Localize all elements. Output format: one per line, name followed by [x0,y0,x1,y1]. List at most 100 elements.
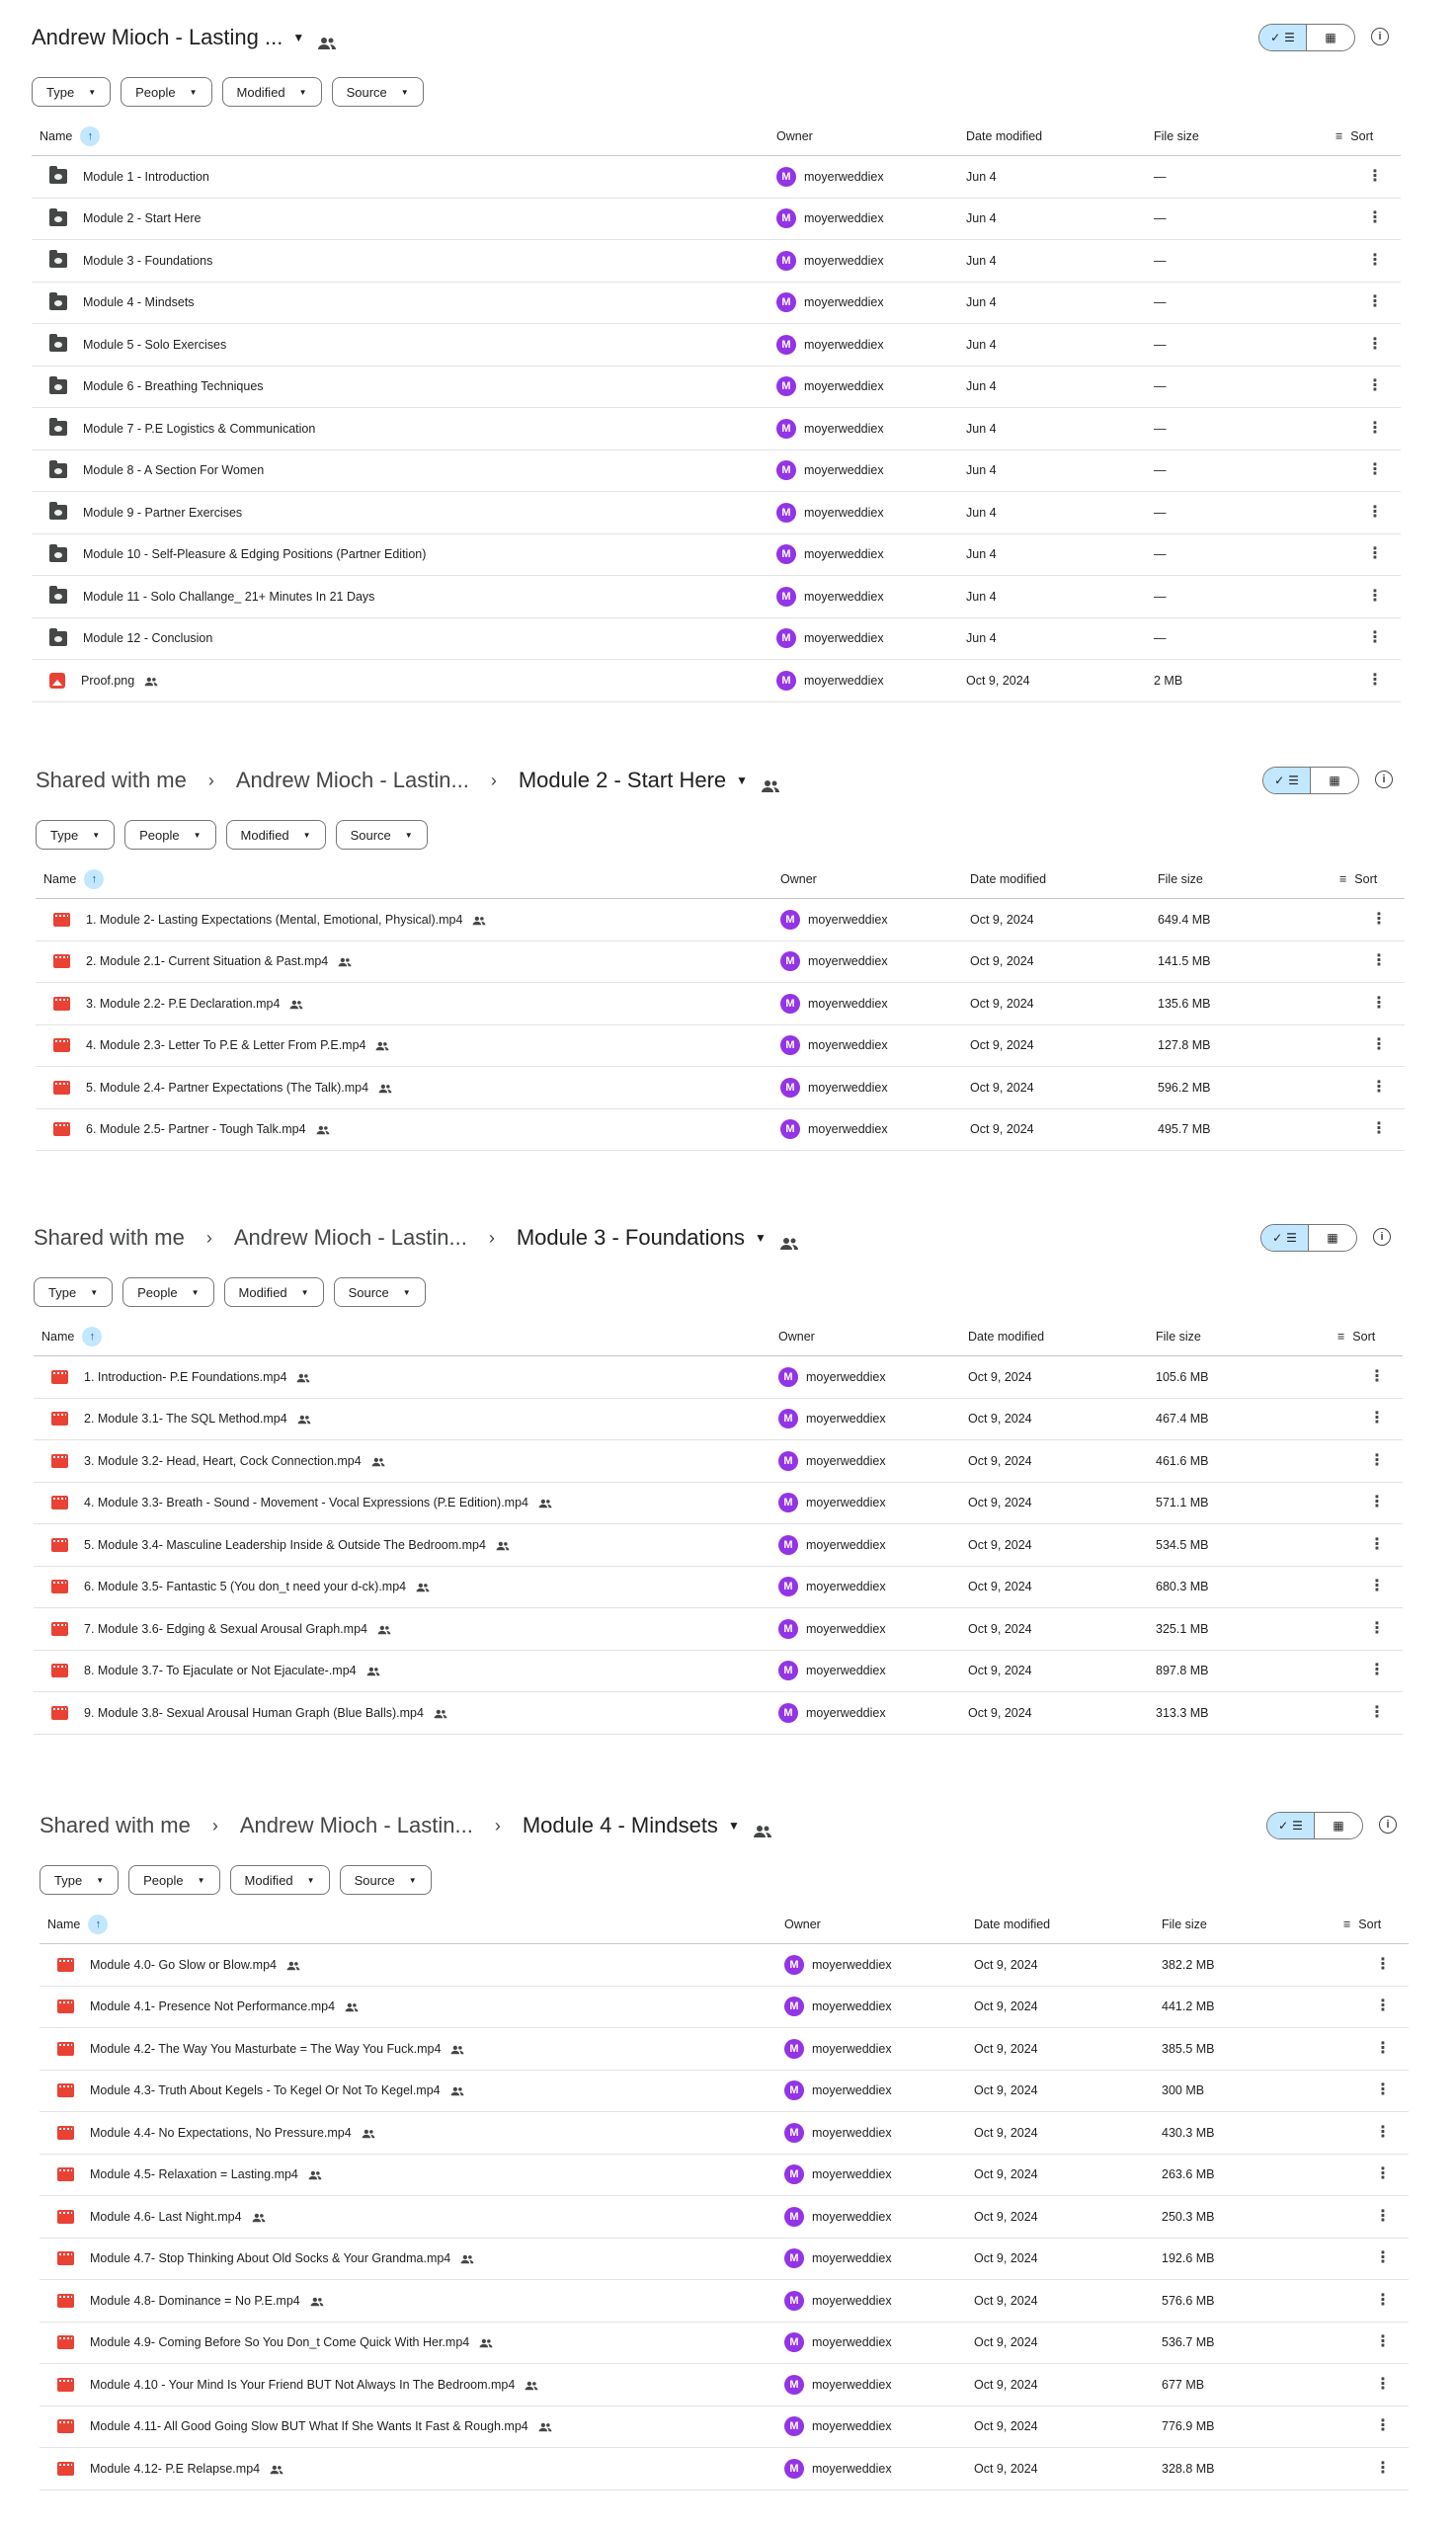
more-actions-icon[interactable]: ⋮ [1367,671,1383,689]
file-name[interactable]: 2. Module 2.1- Current Situation & Past.… [86,954,329,969]
column-name-header[interactable]: Name ↑ [47,1914,109,1934]
column-size-header[interactable]: File size [1158,871,1203,886]
column-name-header[interactable]: Name ↑ [43,868,105,889]
column-size-header[interactable]: File size [1156,1329,1201,1344]
table-row[interactable]: Module 11 - Solo Challange_ 21+ Minutes … [32,576,1401,618]
filter-chip-modified[interactable]: Modified ▼ [229,1865,330,1895]
file-name[interactable]: 6. Module 3.5- Fantastic 5 (You don_t ne… [84,1580,407,1594]
more-actions-icon[interactable]: ⋮ [1371,952,1387,970]
filter-chip-type[interactable]: Type ▼ [32,77,112,107]
file-name[interactable]: Module 1 - Introduction [83,169,209,184]
more-actions-icon[interactable]: ⋮ [1369,1619,1385,1637]
info-icon[interactable]: i [1371,28,1389,45]
column-size-header[interactable]: File size [1162,1917,1207,1931]
file-name[interactable]: Module 4.12- P.E Relapse.mp4 [90,2461,261,2476]
more-actions-icon[interactable]: ⋮ [1367,545,1383,563]
more-actions-icon[interactable]: ⋮ [1371,994,1387,1012]
current-folder-title[interactable]: Module 3 - Foundations [516,1225,745,1250]
more-actions-icon[interactable]: ⋮ [1375,1955,1391,1973]
file-name[interactable]: Module 2 - Start Here [83,211,202,226]
file-name[interactable]: 7. Module 3.6- Edging & Sexual Arousal G… [84,1621,367,1636]
file-name[interactable]: Module 8 - A Section For Women [83,463,265,478]
more-actions-icon[interactable]: ⋮ [1371,1078,1387,1096]
file-name[interactable]: Module 10 - Self-Pleasure & Edging Posit… [83,547,427,562]
more-actions-icon[interactable]: ⋮ [1369,1535,1385,1553]
table-row[interactable]: Module 7 - P.E Logistics & Communication… [32,408,1401,450]
more-actions-icon[interactable]: ⋮ [1375,2207,1391,2225]
file-name[interactable]: Module 3 - Foundations [83,253,213,268]
grid-view-button[interactable]: ▦ [1311,768,1358,793]
column-date-header[interactable]: Date modified [974,1917,1051,1931]
sort-button[interactable]: ≡ Sort [1339,872,1377,886]
table-row[interactable]: 5. Module 2.4- Partner Expectations (The… [36,1067,1405,1109]
more-actions-icon[interactable]: ⋮ [1369,1494,1385,1511]
column-date-header[interactable]: Date modified [966,128,1043,143]
breadcrumb-item[interactable]: Shared with me [34,1225,185,1250]
more-actions-icon[interactable]: ⋮ [1375,1998,1391,2015]
file-name[interactable]: Module 4.5- Relaxation = Lasting.mp4 [90,2167,298,2182]
table-row[interactable]: 2. Module 2.1- Current Situation & Past.… [36,941,1405,983]
breadcrumb-item[interactable]: Andrew Mioch - Lastin... [233,1225,467,1250]
caret-down-icon[interactable]: ▼ [727,1819,740,1833]
table-row[interactable]: 4. Module 3.3- Breath - Sound - Movement… [34,1483,1403,1524]
filter-chip-people[interactable]: People ▼ [122,1277,214,1307]
table-row[interactable]: 4. Module 2.3- Letter To P.E & Letter Fr… [36,1025,1405,1067]
table-row[interactable]: Module 4.1- Presence Not Performance.mp4… [40,1987,1409,2028]
column-owner-header[interactable]: Owner [784,1917,821,1931]
table-row[interactable]: Module 4.3- Truth About Kegels - To Kege… [40,2071,1409,2112]
file-name[interactable]: Module 4.3- Truth About Kegels - To Kege… [90,2083,441,2098]
table-row[interactable]: 1. Module 2- Lasting Expectations (Menta… [36,899,1405,941]
file-name[interactable]: Module 4.8- Dominance = No P.E.mp4 [90,2293,300,2308]
table-row[interactable]: 9. Module 3.8- Sexual Arousal Human Grap… [34,1692,1403,1735]
filter-chip-people[interactable]: People ▼ [121,77,212,107]
more-actions-icon[interactable]: ⋮ [1375,2165,1391,2183]
table-row[interactable]: 7. Module 3.6- Edging & Sexual Arousal G… [34,1608,1403,1651]
column-owner-header[interactable]: Owner [780,871,817,886]
more-actions-icon[interactable]: ⋮ [1369,1367,1385,1385]
file-name[interactable]: Module 9 - Partner Exercises [83,505,243,520]
more-actions-icon[interactable]: ⋮ [1375,2333,1391,2351]
more-actions-icon[interactable]: ⋮ [1367,293,1383,311]
filter-chip-modified[interactable]: Modified ▼ [225,820,326,850]
more-actions-icon[interactable]: ⋮ [1367,629,1383,647]
more-actions-icon[interactable]: ⋮ [1369,1451,1385,1469]
sort-ascending-icon[interactable]: ↑ [84,868,105,889]
file-name[interactable]: 5. Module 3.4- Masculine Leadership Insi… [84,1537,486,1552]
table-row[interactable]: Module 10 - Self-Pleasure & Edging Posit… [32,534,1401,576]
more-actions-icon[interactable]: ⋮ [1371,1036,1387,1054]
grid-view-button[interactable]: ▦ [1307,25,1354,50]
grid-view-button[interactable]: ▦ [1315,1813,1362,1838]
current-folder-title[interactable]: Module 2 - Start Here [518,768,727,792]
caret-down-icon[interactable]: ▼ [754,1231,767,1245]
file-name[interactable]: 2. Module 3.1- The SQL Method.mp4 [84,1412,287,1427]
file-name[interactable]: Module 12 - Conclusion [83,631,213,646]
info-icon[interactable]: i [1379,1816,1397,1834]
more-actions-icon[interactable]: ⋮ [1375,2417,1391,2435]
more-actions-icon[interactable]: ⋮ [1375,2375,1391,2393]
more-actions-icon[interactable]: ⋮ [1369,1703,1385,1721]
current-folder-title[interactable]: Andrew Mioch - Lasting ... [32,25,283,49]
column-size-header[interactable]: File size [1154,128,1199,143]
more-actions-icon[interactable]: ⋮ [1367,461,1383,479]
grid-view-button[interactable]: ▦ [1309,1225,1356,1251]
info-icon[interactable]: i [1373,1228,1391,1246]
sort-ascending-icon[interactable]: ↑ [88,1914,109,1934]
file-name[interactable]: 8. Module 3.7- To Ejaculate or Not Ejacu… [84,1664,357,1678]
more-actions-icon[interactable]: ⋮ [1367,419,1383,437]
sort-button[interactable]: ≡ Sort [1343,1917,1381,1931]
filter-chip-modified[interactable]: Modified ▼ [221,77,322,107]
sort-ascending-icon[interactable]: ↑ [82,1326,103,1346]
sort-button[interactable]: ≡ Sort [1337,1330,1375,1344]
